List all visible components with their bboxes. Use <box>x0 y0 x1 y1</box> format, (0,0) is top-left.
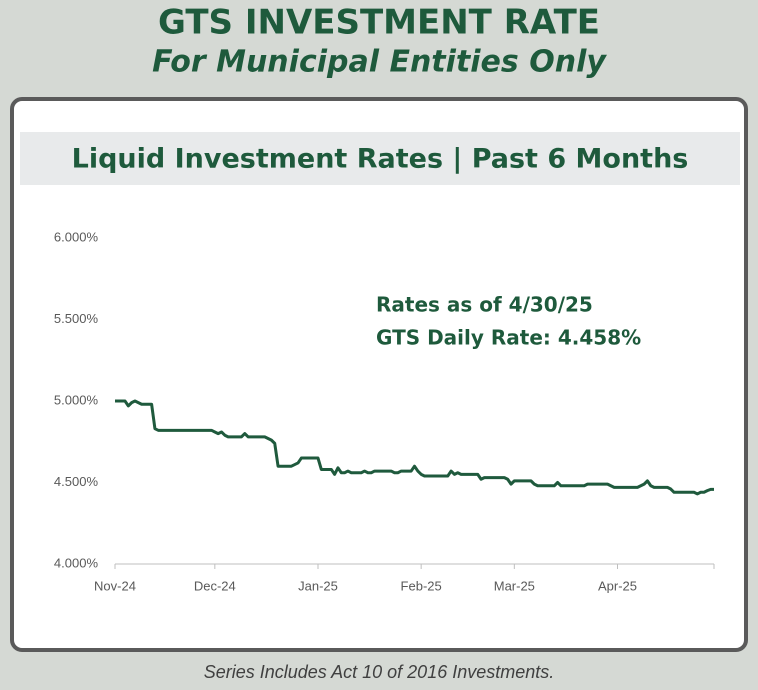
y-tick-label: 6.000% <box>54 229 99 244</box>
x-tick-label: Nov-24 <box>94 578 136 593</box>
plot-area: 4.000% 4.500% 5.000% 5.500% 6.000% Nov-24 Dec-… <box>54 229 715 593</box>
chart-header-band <box>20 132 740 185</box>
annotation: Rates as of 4/30/25 <box>376 293 593 317</box>
y-tick-label: 5.000% <box>54 392 99 407</box>
x-tick-label: Feb-25 <box>401 578 442 593</box>
y-tick-label: 5.500% <box>54 311 99 326</box>
x-tick-label: Jan-25 <box>298 578 338 593</box>
y-tick-label: 4.000% <box>54 555 99 570</box>
x-tick-label: Mar-25 <box>494 578 535 593</box>
page-title: GTS INVESTMENT RATE <box>158 3 600 43</box>
y-tick-label: 4.500% <box>54 474 99 489</box>
x-tick-label: Dec-24 <box>194 578 236 593</box>
chart-panel <box>10 97 748 652</box>
page-subtitle: For Municipal Entities Only <box>152 45 607 80</box>
footer-note: Series Includes Act 10 of 2016 Investmen… <box>204 662 555 682</box>
x-tick-label: Apr-25 <box>598 578 637 593</box>
annotation: GTS Daily Rate: 4.458% <box>376 326 641 350</box>
rate-line <box>115 399 714 496</box>
chart-title: Liquid Investment Rates | Past 6 Months <box>72 144 689 175</box>
